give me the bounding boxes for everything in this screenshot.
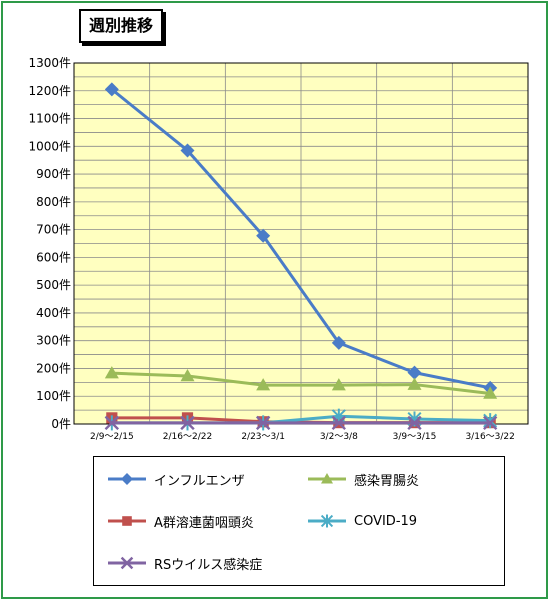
series-5-point	[104, 415, 119, 431]
legend: インフルエンザ 感染胃腸炎 A群溶連菌咽頭炎 COVID-19 RSウイルス感染症	[93, 456, 505, 586]
y-tick-label: 1100件	[28, 112, 71, 126]
series-5-point	[483, 415, 498, 431]
legend-swatch	[308, 473, 346, 484]
legend-label: A群溶連菌咽頭炎	[154, 515, 254, 531]
y-tick-label: 0件	[51, 417, 71, 431]
x-tick-label: 2/23〜3/1	[241, 432, 285, 442]
y-tick-label: 500件	[36, 278, 71, 292]
series-1-point	[331, 335, 346, 350]
y-tick-label: 1200件	[28, 84, 71, 98]
series-5-point	[180, 415, 195, 431]
legend-label: 感染胃腸炎	[354, 473, 420, 489]
legend-marker	[121, 473, 133, 485]
legend-label: COVID-19	[354, 513, 418, 529]
y-tick-label: 900件	[36, 167, 71, 181]
legend-marker	[122, 516, 132, 526]
legend-swatch	[308, 514, 346, 528]
legend-label: インフルエンザ	[154, 473, 245, 489]
series-1-point	[180, 143, 195, 158]
legend-marker	[120, 556, 134, 570]
series-2-point	[483, 386, 498, 399]
series-5-point	[407, 415, 422, 431]
x-tick-label: 3/9〜3/15	[393, 432, 437, 442]
legend-swatch	[108, 556, 146, 570]
x-tick-label: 3/2〜3/8	[320, 432, 358, 442]
series-4-point	[483, 413, 498, 429]
series-1-line	[110, 88, 491, 390]
y-tick-label: 800件	[36, 195, 71, 209]
y-tick-label: 1300件	[28, 56, 71, 70]
legend-item: COVID-19	[306, 511, 417, 531]
series-2-point	[407, 377, 422, 390]
y-tick-label: 100件	[36, 389, 71, 403]
chart-title: 週別推移	[79, 9, 164, 43]
legend-item: RSウイルス感染症	[106, 553, 262, 573]
y-tick-label: 700件	[36, 223, 71, 237]
series-2-line	[111, 371, 491, 395]
series-1-point	[407, 365, 422, 380]
y-tick-label: 200件	[36, 361, 71, 375]
legend-label: RSウイルス感染症	[154, 557, 263, 573]
x-tick-label: 2/9〜2/15	[90, 432, 134, 442]
series-1-point	[104, 82, 119, 97]
legend-swatch	[108, 473, 146, 485]
series-1-point	[256, 228, 271, 243]
series-2-point	[256, 378, 271, 391]
x-tick-label: 2/16〜2/22	[163, 432, 212, 442]
series-2-point	[104, 366, 119, 379]
y-tick-label: 300件	[36, 334, 71, 348]
legend-marker	[321, 473, 333, 484]
legend-item: A群溶連菌咽頭炎	[106, 511, 254, 531]
y-tick-label: 1000件	[28, 139, 71, 153]
series-5-point	[256, 415, 271, 431]
legend-item: 感染胃腸炎	[306, 469, 419, 489]
y-tick-label: 400件	[36, 306, 71, 320]
series-2-point	[331, 378, 346, 391]
legend-marker	[320, 514, 334, 528]
legend-swatch	[108, 516, 146, 526]
series-2-group	[104, 366, 498, 399]
series-5-point	[331, 415, 346, 431]
y-tick-label: 600件	[36, 250, 71, 264]
x-tick-label: 3/16〜3/22	[465, 432, 514, 442]
legend-item: インフルエンザ	[106, 469, 245, 489]
series-5-group	[104, 415, 498, 431]
series-2-point	[180, 368, 195, 382]
